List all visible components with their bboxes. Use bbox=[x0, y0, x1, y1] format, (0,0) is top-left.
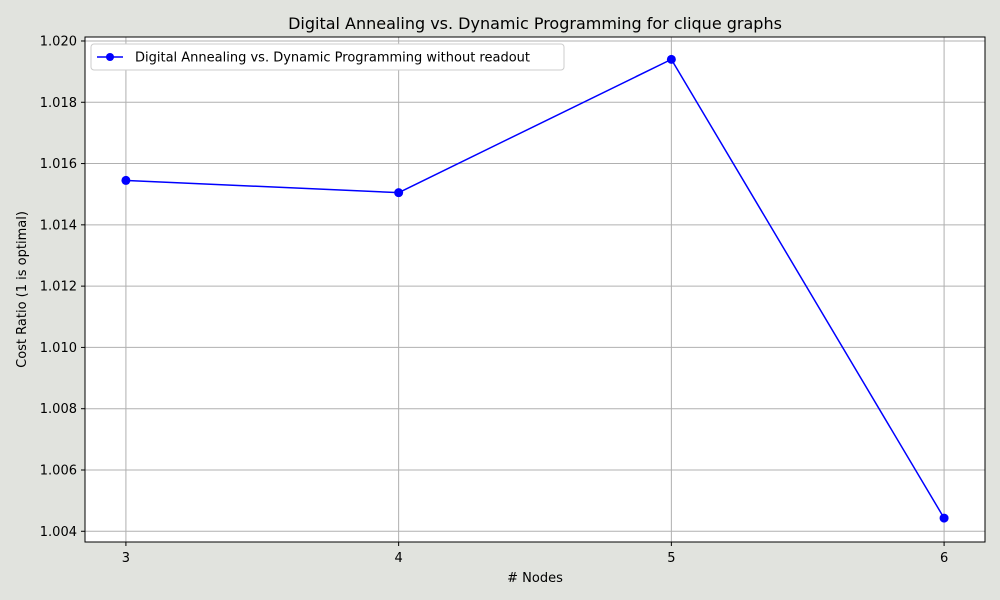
legend-marker-swatch bbox=[106, 53, 114, 61]
y-axis-label: Cost Ratio (1 is optimal) bbox=[15, 211, 30, 368]
legend-entry-label: Digital Annealing vs. Dynamic Programmin… bbox=[135, 51, 530, 66]
y-tick-label: 1.016 bbox=[40, 157, 77, 172]
x-tick-label: 5 bbox=[667, 551, 675, 566]
series-layer bbox=[121, 54, 949, 523]
grid-lines bbox=[85, 37, 985, 542]
data-point bbox=[939, 513, 949, 523]
y-tick-label: 1.010 bbox=[40, 341, 77, 356]
plot-frame bbox=[84, 36, 986, 543]
x-tick-label: 3 bbox=[122, 551, 130, 566]
x-axis-ticks: 3 4 5 6 bbox=[122, 542, 948, 566]
y-tick-label: 1.012 bbox=[40, 280, 77, 295]
x-tick-label: 6 bbox=[940, 551, 948, 566]
legend: Digital Annealing vs. Dynamic Programmin… bbox=[90, 43, 565, 71]
data-point bbox=[666, 54, 676, 64]
chart-title: Digital Annealing vs. Dynamic Programmin… bbox=[288, 14, 782, 33]
x-tick-label: 4 bbox=[394, 551, 402, 566]
series-line bbox=[125, 58, 945, 519]
plot-area bbox=[85, 37, 985, 542]
y-tick-label: 1.004 bbox=[40, 525, 77, 540]
legend-box bbox=[90, 43, 565, 71]
y-tick-label: 1.008 bbox=[40, 402, 77, 417]
y-tick-label: 1.006 bbox=[40, 463, 77, 478]
x-axis-label: # Nodes bbox=[507, 571, 563, 586]
data-point bbox=[394, 188, 404, 198]
y-tick-label: 1.014 bbox=[40, 218, 77, 233]
y-tick-label: 1.018 bbox=[40, 96, 77, 111]
data-point bbox=[121, 175, 131, 185]
y-axis-ticks: 1.004 1.006 1.008 1.010 1.012 1.014 1.016 1.018… bbox=[40, 34, 85, 540]
y-tick-label: 1.020 bbox=[40, 34, 77, 49]
